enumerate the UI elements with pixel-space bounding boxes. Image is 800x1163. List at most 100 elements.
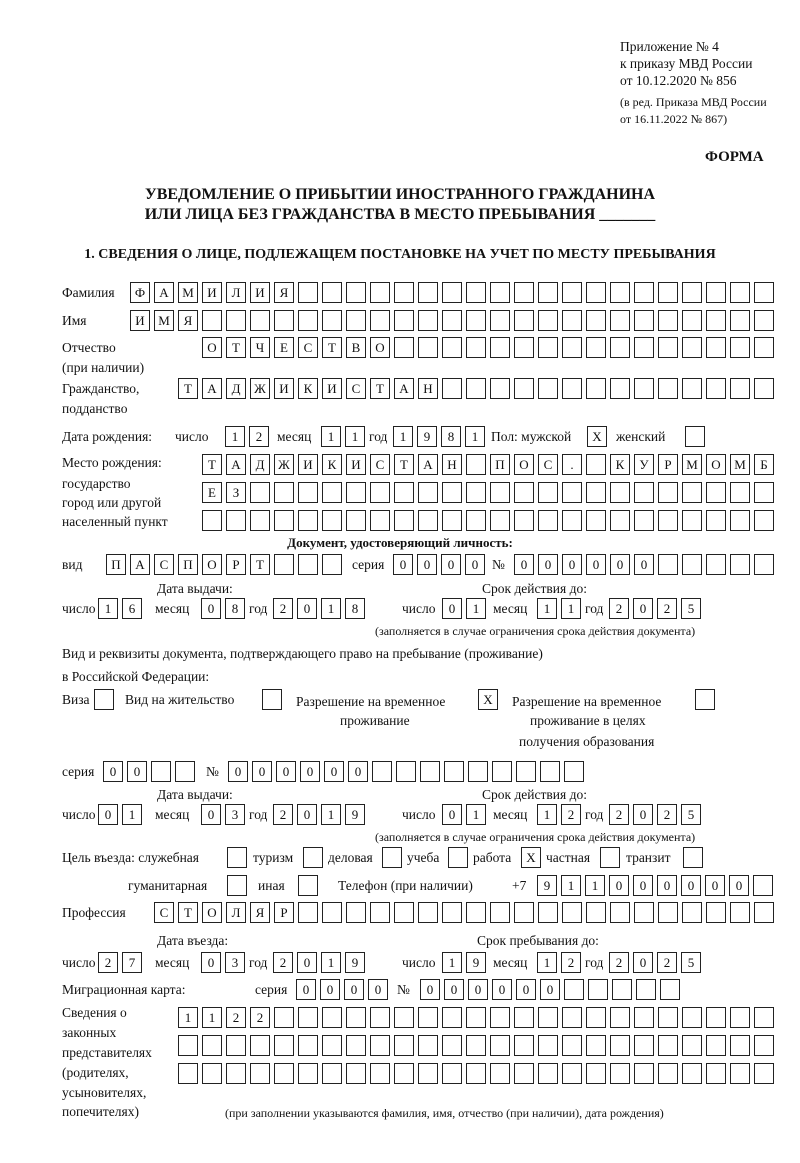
char-cell[interactable]: 1 <box>466 598 486 619</box>
char-cell[interactable]: М <box>154 310 174 331</box>
char-cell[interactable] <box>586 1007 606 1028</box>
char-cell[interactable] <box>444 761 464 782</box>
char-cell[interactable] <box>298 875 318 896</box>
char-cell[interactable] <box>658 1007 678 1028</box>
char-cell[interactable] <box>514 1007 534 1028</box>
char-cell[interactable] <box>346 902 366 923</box>
temp-residence-edu-checkbox[interactable] <box>695 689 715 710</box>
char-cell[interactable] <box>274 554 294 575</box>
char-cell[interactable]: 1 <box>537 804 557 825</box>
residence-permit-checkbox[interactable] <box>262 689 282 710</box>
char-cell[interactable]: 1 <box>466 804 486 825</box>
char-cell[interactable]: 2 <box>273 804 293 825</box>
char-cell[interactable] <box>658 510 678 531</box>
purpose-official-checkbox[interactable] <box>227 847 247 868</box>
char-cell[interactable]: М <box>730 454 750 475</box>
char-cell[interactable]: 0 <box>492 979 512 1000</box>
char-cell[interactable] <box>562 510 582 531</box>
char-cell[interactable] <box>634 378 654 399</box>
char-cell[interactable] <box>706 337 726 358</box>
char-cell[interactable] <box>730 310 750 331</box>
char-cell[interactable] <box>466 1007 486 1028</box>
char-cell[interactable]: Д <box>226 378 246 399</box>
char-cell[interactable] <box>442 378 462 399</box>
char-cell[interactable] <box>151 761 171 782</box>
char-cell[interactable] <box>538 902 558 923</box>
char-cell[interactable]: 1 <box>585 875 605 896</box>
char-cell[interactable] <box>610 902 630 923</box>
char-cell[interactable] <box>753 875 773 896</box>
char-cell[interactable] <box>466 378 486 399</box>
char-cell[interactable] <box>682 1007 702 1028</box>
char-cell[interactable] <box>250 1035 270 1056</box>
char-cell[interactable] <box>227 847 247 868</box>
char-cell[interactable] <box>754 337 774 358</box>
char-cell[interactable] <box>226 1063 246 1084</box>
char-cell[interactable] <box>466 1063 486 1084</box>
char-cell[interactable]: 1 <box>537 952 557 973</box>
char-cell[interactable] <box>588 979 608 1000</box>
char-cell[interactable]: 0 <box>297 598 317 619</box>
char-cell[interactable] <box>634 510 654 531</box>
char-cell[interactable]: 2 <box>657 952 677 973</box>
char-cell[interactable]: Т <box>250 554 270 575</box>
char-cell[interactable] <box>418 282 438 303</box>
char-cell[interactable]: 0 <box>320 979 340 1000</box>
char-cell[interactable] <box>346 1007 366 1028</box>
char-cell[interactable]: 2 <box>98 952 118 973</box>
char-cell[interactable] <box>370 510 390 531</box>
char-cell[interactable]: 0 <box>729 875 749 896</box>
purpose-tourism-checkbox[interactable] <box>303 847 323 868</box>
char-cell[interactable] <box>754 282 774 303</box>
char-cell[interactable] <box>730 337 750 358</box>
char-cell[interactable] <box>754 902 774 923</box>
char-cell[interactable] <box>298 510 318 531</box>
char-cell[interactable]: А <box>226 454 246 475</box>
char-cell[interactable]: 2 <box>226 1007 246 1028</box>
char-cell[interactable] <box>610 482 630 503</box>
purpose-humanitarian-checkbox[interactable] <box>227 875 247 896</box>
purpose-work-checkbox[interactable]: X <box>521 847 541 868</box>
char-cell[interactable] <box>682 1063 702 1084</box>
char-cell[interactable] <box>322 510 342 531</box>
char-cell[interactable] <box>586 1035 606 1056</box>
char-cell[interactable] <box>418 1035 438 1056</box>
char-cell[interactable]: Ж <box>274 454 294 475</box>
char-cell[interactable] <box>370 482 390 503</box>
char-cell[interactable]: И <box>130 310 150 331</box>
char-cell[interactable] <box>514 1063 534 1084</box>
char-cell[interactable] <box>730 282 750 303</box>
char-cell[interactable] <box>682 378 702 399</box>
char-cell[interactable] <box>490 310 510 331</box>
char-cell[interactable]: Б <box>754 454 774 475</box>
char-cell[interactable]: И <box>274 378 294 399</box>
char-cell[interactable]: 3 <box>225 952 245 973</box>
char-cell[interactable]: У <box>634 454 654 475</box>
char-cell[interactable] <box>250 482 270 503</box>
char-cell[interactable] <box>442 337 462 358</box>
char-cell[interactable] <box>562 282 582 303</box>
char-cell[interactable] <box>658 482 678 503</box>
char-cell[interactable] <box>586 510 606 531</box>
char-cell[interactable]: 0 <box>201 598 221 619</box>
char-cell[interactable] <box>538 482 558 503</box>
char-cell[interactable] <box>262 689 282 710</box>
char-cell[interactable] <box>562 482 582 503</box>
char-cell[interactable] <box>562 902 582 923</box>
char-cell[interactable]: 9 <box>417 426 437 447</box>
char-cell[interactable] <box>658 378 678 399</box>
char-cell[interactable] <box>706 510 726 531</box>
char-cell[interactable]: 5 <box>681 804 701 825</box>
char-cell[interactable] <box>274 510 294 531</box>
char-cell[interactable]: 0 <box>348 761 368 782</box>
char-cell[interactable] <box>490 510 510 531</box>
char-cell[interactable]: 0 <box>368 979 388 1000</box>
char-cell[interactable] <box>298 902 318 923</box>
